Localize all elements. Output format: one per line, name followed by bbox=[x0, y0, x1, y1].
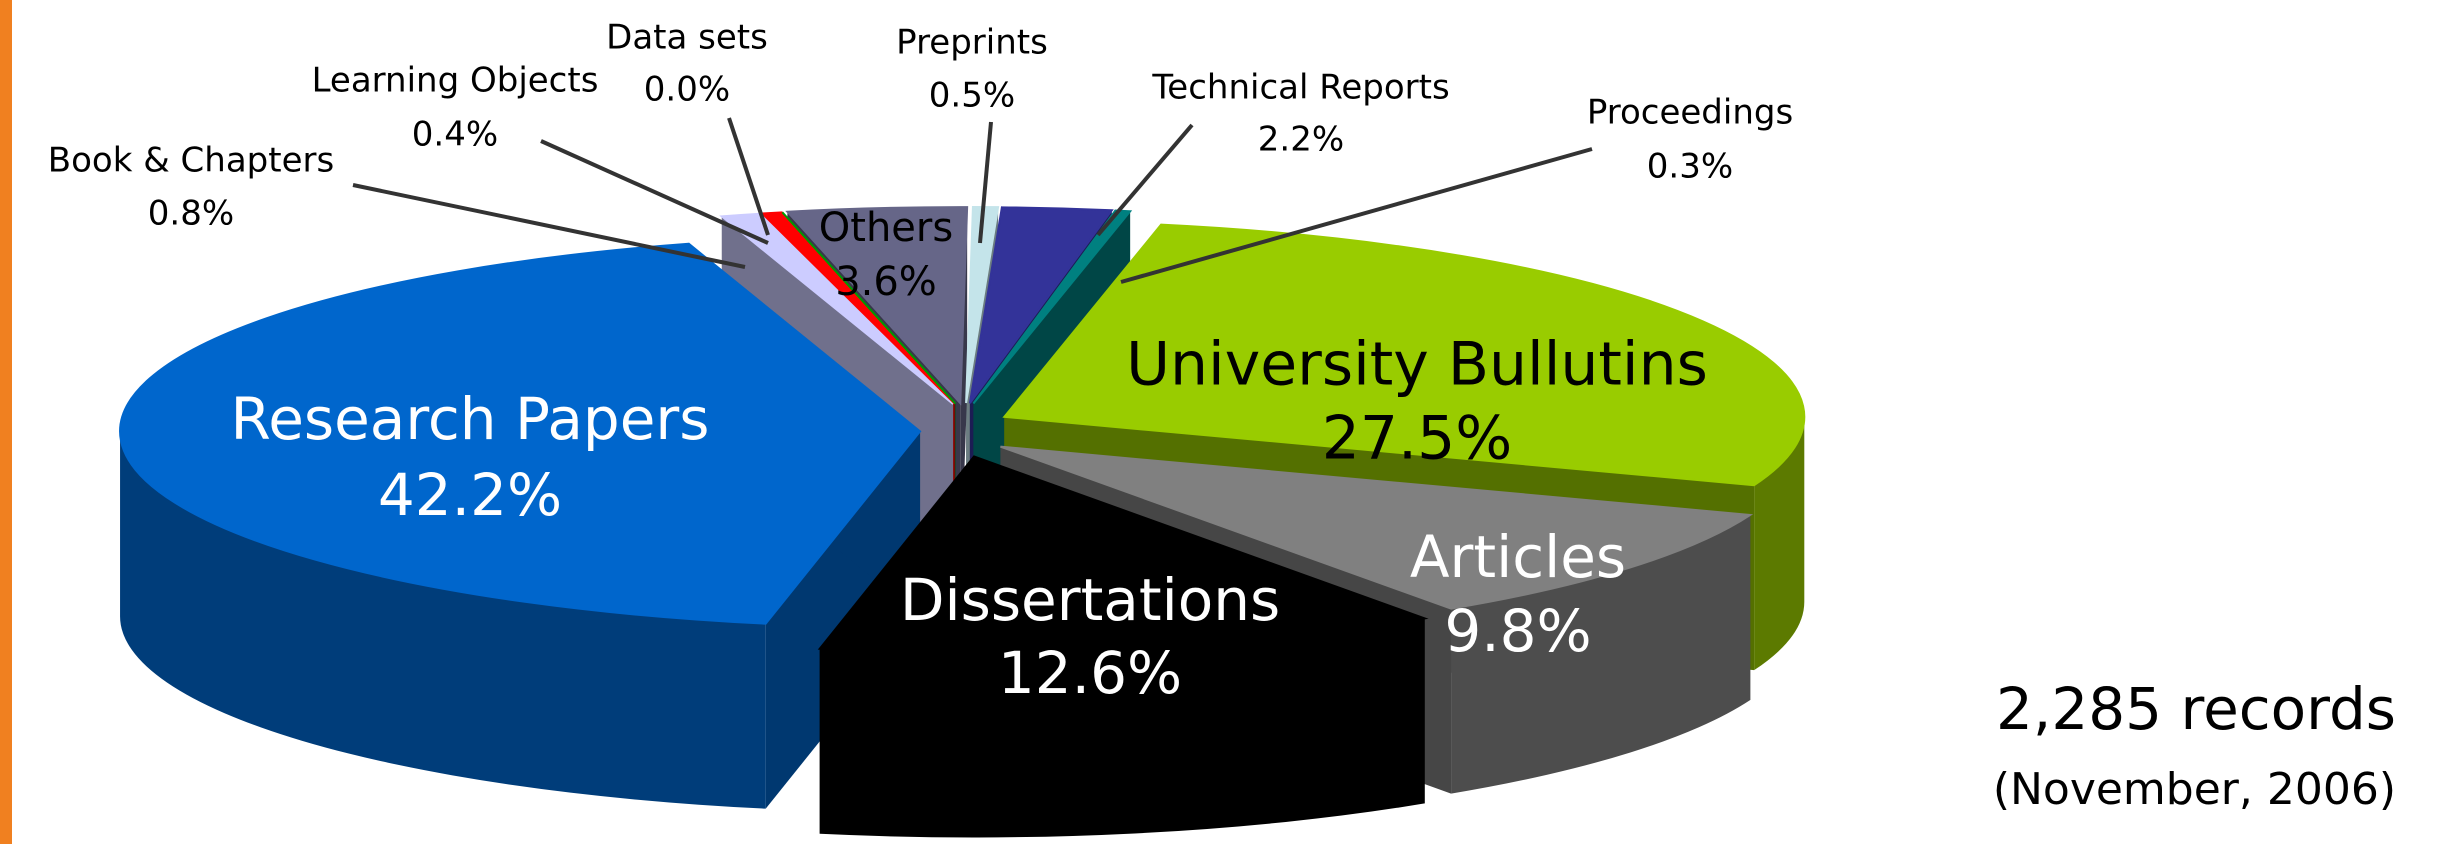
slice-label: Book & Chapters bbox=[48, 141, 334, 181]
slice-label: Others bbox=[819, 205, 953, 251]
date-note: (November, 2006) bbox=[1993, 764, 2396, 815]
slice bbox=[968, 206, 1114, 404]
slice-value-label: 12.6% bbox=[998, 639, 1182, 707]
slice bbox=[965, 206, 1000, 404]
leader-line bbox=[1096, 123, 1194, 237]
slice-label: Proceedings bbox=[1587, 93, 1793, 133]
slice-value-label: 0.4% bbox=[412, 115, 498, 155]
slice-value-label: 9.8% bbox=[1444, 597, 1591, 665]
slice-label: University Bullutins bbox=[1126, 330, 1708, 400]
slice bbox=[781, 211, 957, 405]
slice-value-label: 27.5% bbox=[1322, 404, 1513, 474]
leader-line bbox=[352, 183, 746, 269]
leader-line bbox=[1120, 147, 1593, 284]
slice-wall bbox=[1451, 514, 1751, 794]
slice-label: Dissertations bbox=[900, 566, 1280, 634]
slice-value-label: 0.5% bbox=[929, 76, 1015, 116]
slice bbox=[817, 455, 1429, 654]
slice-value-label: 0.8% bbox=[148, 194, 234, 234]
slice-wall bbox=[1754, 416, 1805, 671]
slice-label: Learning Objects bbox=[312, 61, 599, 101]
slice-label: Articles bbox=[1410, 523, 1626, 591]
leader-line bbox=[978, 121, 993, 244]
slice-wall bbox=[120, 431, 766, 809]
slice-value-label: 2.2% bbox=[1258, 120, 1344, 160]
leader-line bbox=[727, 117, 770, 236]
records-note: 2,285 records bbox=[1996, 675, 2396, 743]
leader-line bbox=[540, 139, 769, 245]
slice-wall bbox=[819, 618, 1425, 838]
accent-bar bbox=[0, 0, 12, 844]
slice bbox=[119, 242, 922, 625]
slice-label: Data sets bbox=[606, 18, 768, 58]
slice bbox=[1000, 445, 1754, 610]
slice-value-label: 42.2% bbox=[378, 461, 562, 529]
slice-value-label: 3.6% bbox=[835, 259, 937, 305]
slice-value-label: 0.0% bbox=[644, 70, 730, 110]
slice bbox=[972, 209, 1133, 405]
slice bbox=[1002, 223, 1806, 487]
slice-value-label: 0.3% bbox=[1647, 147, 1733, 187]
slice bbox=[785, 206, 969, 406]
slice-label: Research Papers bbox=[231, 385, 710, 453]
slice-label: Preprints bbox=[896, 23, 1048, 63]
slice-tops bbox=[119, 206, 1806, 654]
slice-label: Technical Reports bbox=[1151, 68, 1449, 108]
